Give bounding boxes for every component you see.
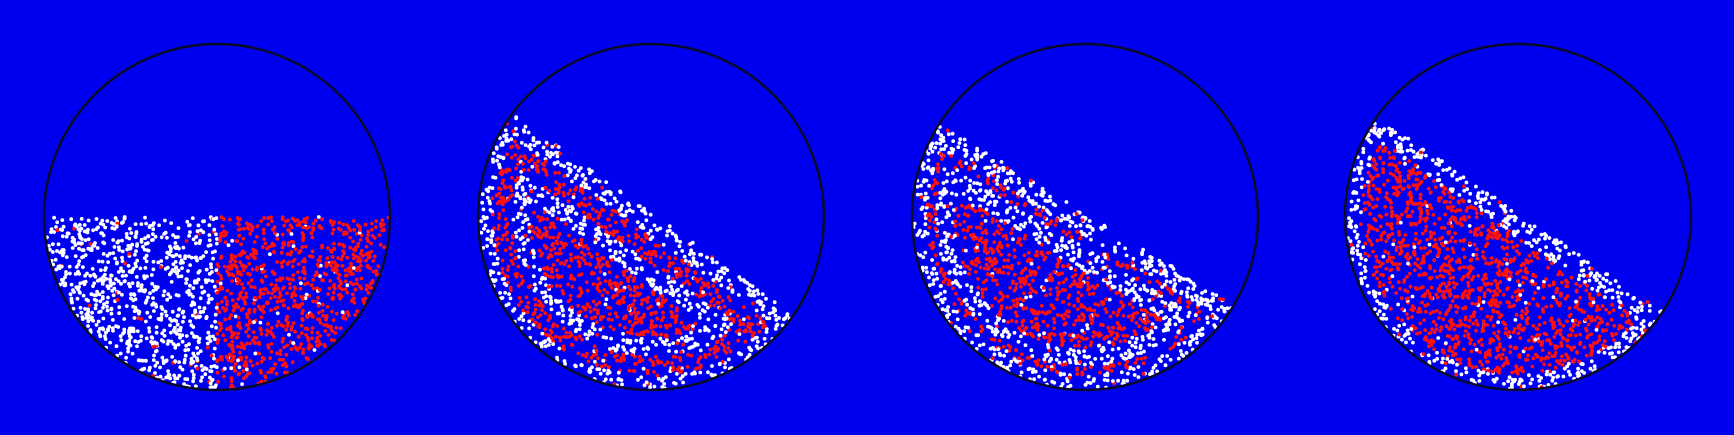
drum-panel-rotated-state-1	[476, 42, 826, 392]
particle-cloud	[479, 115, 792, 391]
particle-cloud	[45, 215, 391, 391]
drum-outline	[476, 42, 826, 392]
drum-outline	[910, 42, 1260, 392]
drum-outline	[1343, 42, 1693, 392]
particle-cloud	[911, 125, 1233, 390]
particle-cloud	[1346, 121, 1664, 391]
drum-outline	[42, 42, 392, 392]
drum-panel-rotated-state-2	[910, 42, 1260, 392]
drum-panel-rotated-state-3	[1343, 42, 1693, 392]
drum-panel-initial-state	[42, 42, 392, 392]
